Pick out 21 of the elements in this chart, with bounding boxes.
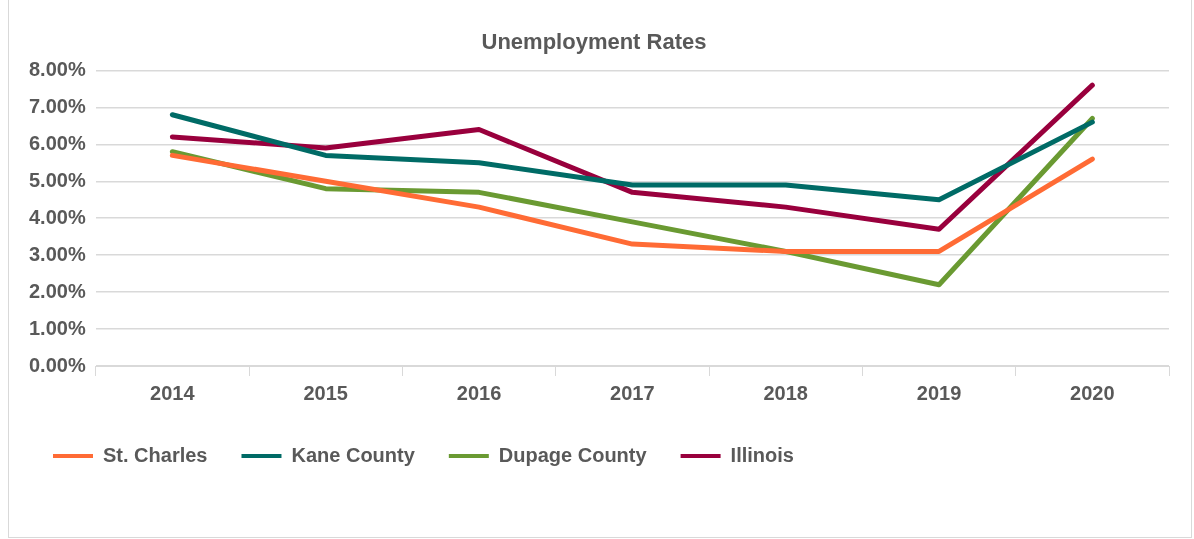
y-tick-label: 6.00% (28, 131, 86, 154)
y-tick-label: 1.00% (28, 316, 86, 339)
x-tick-label: 2020 (1070, 381, 1115, 404)
y-tick-label: 8.00% (28, 57, 86, 80)
y-tick-label: 4.00% (28, 205, 86, 228)
chart-title: Unemployment Rates (481, 29, 707, 55)
x-tick-label: 2016 (456, 381, 502, 404)
y-tick-label: 2.00% (28, 279, 86, 302)
y-tick-label: 0.00% (28, 353, 86, 376)
y-tick-label: 7.00% (28, 94, 86, 117)
y-tick-label: 5.00% (28, 168, 86, 191)
legend-label: Kane County (291, 443, 416, 466)
legend-label: St. Charles (103, 443, 208, 466)
x-tick-label: 2017 (610, 381, 655, 404)
x-tick-label: 2015 (303, 381, 348, 404)
y-tick-label: 3.00% (28, 242, 86, 265)
legend-label: Dupage County (498, 443, 648, 466)
x-tick-label: 2019 (916, 381, 962, 404)
legend-label: Illinois (730, 443, 794, 466)
x-tick-label: 2018 (763, 381, 808, 404)
x-tick-label: 2014 (150, 381, 196, 404)
